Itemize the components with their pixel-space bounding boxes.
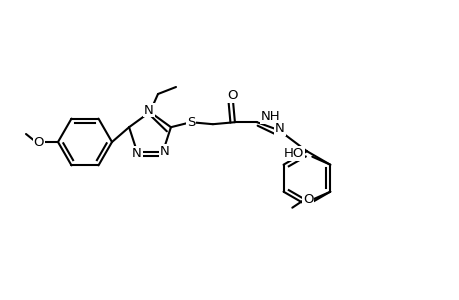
Text: O: O bbox=[227, 89, 238, 102]
Text: N: N bbox=[160, 145, 169, 158]
Text: HO: HO bbox=[283, 147, 304, 160]
Text: S: S bbox=[186, 116, 195, 129]
Text: N: N bbox=[144, 103, 154, 116]
Text: O: O bbox=[34, 136, 44, 148]
Text: N: N bbox=[274, 122, 284, 135]
Text: O: O bbox=[302, 193, 313, 206]
Text: NH: NH bbox=[260, 110, 280, 123]
Text: N: N bbox=[132, 147, 142, 160]
